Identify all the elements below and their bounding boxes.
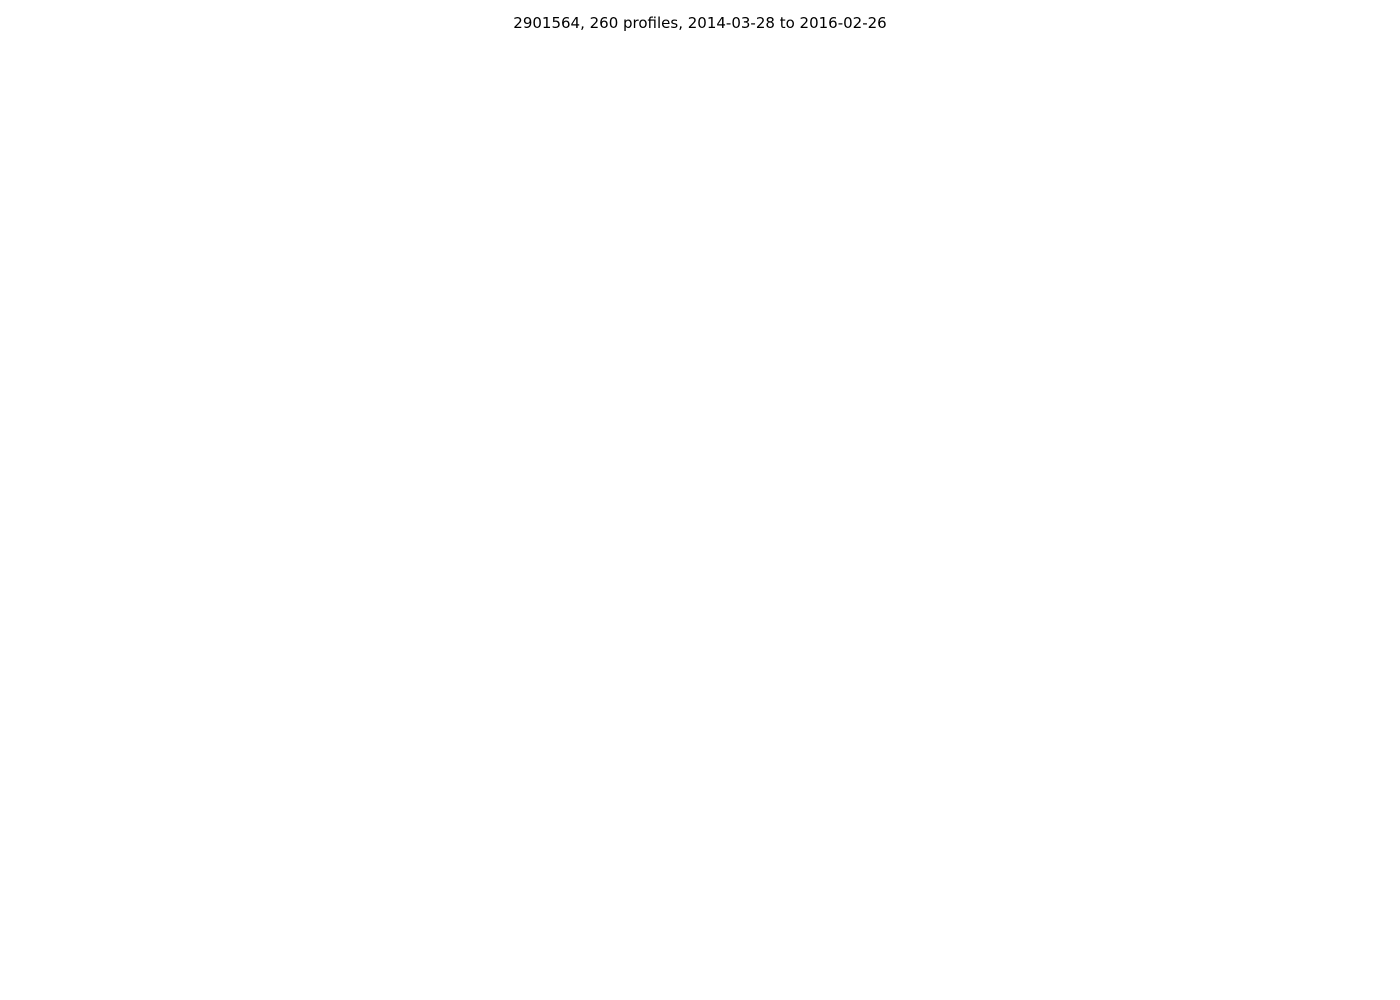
figure-suptitle: 2901564, 260 profiles, 2014-03-28 to 201… [513, 14, 887, 32]
